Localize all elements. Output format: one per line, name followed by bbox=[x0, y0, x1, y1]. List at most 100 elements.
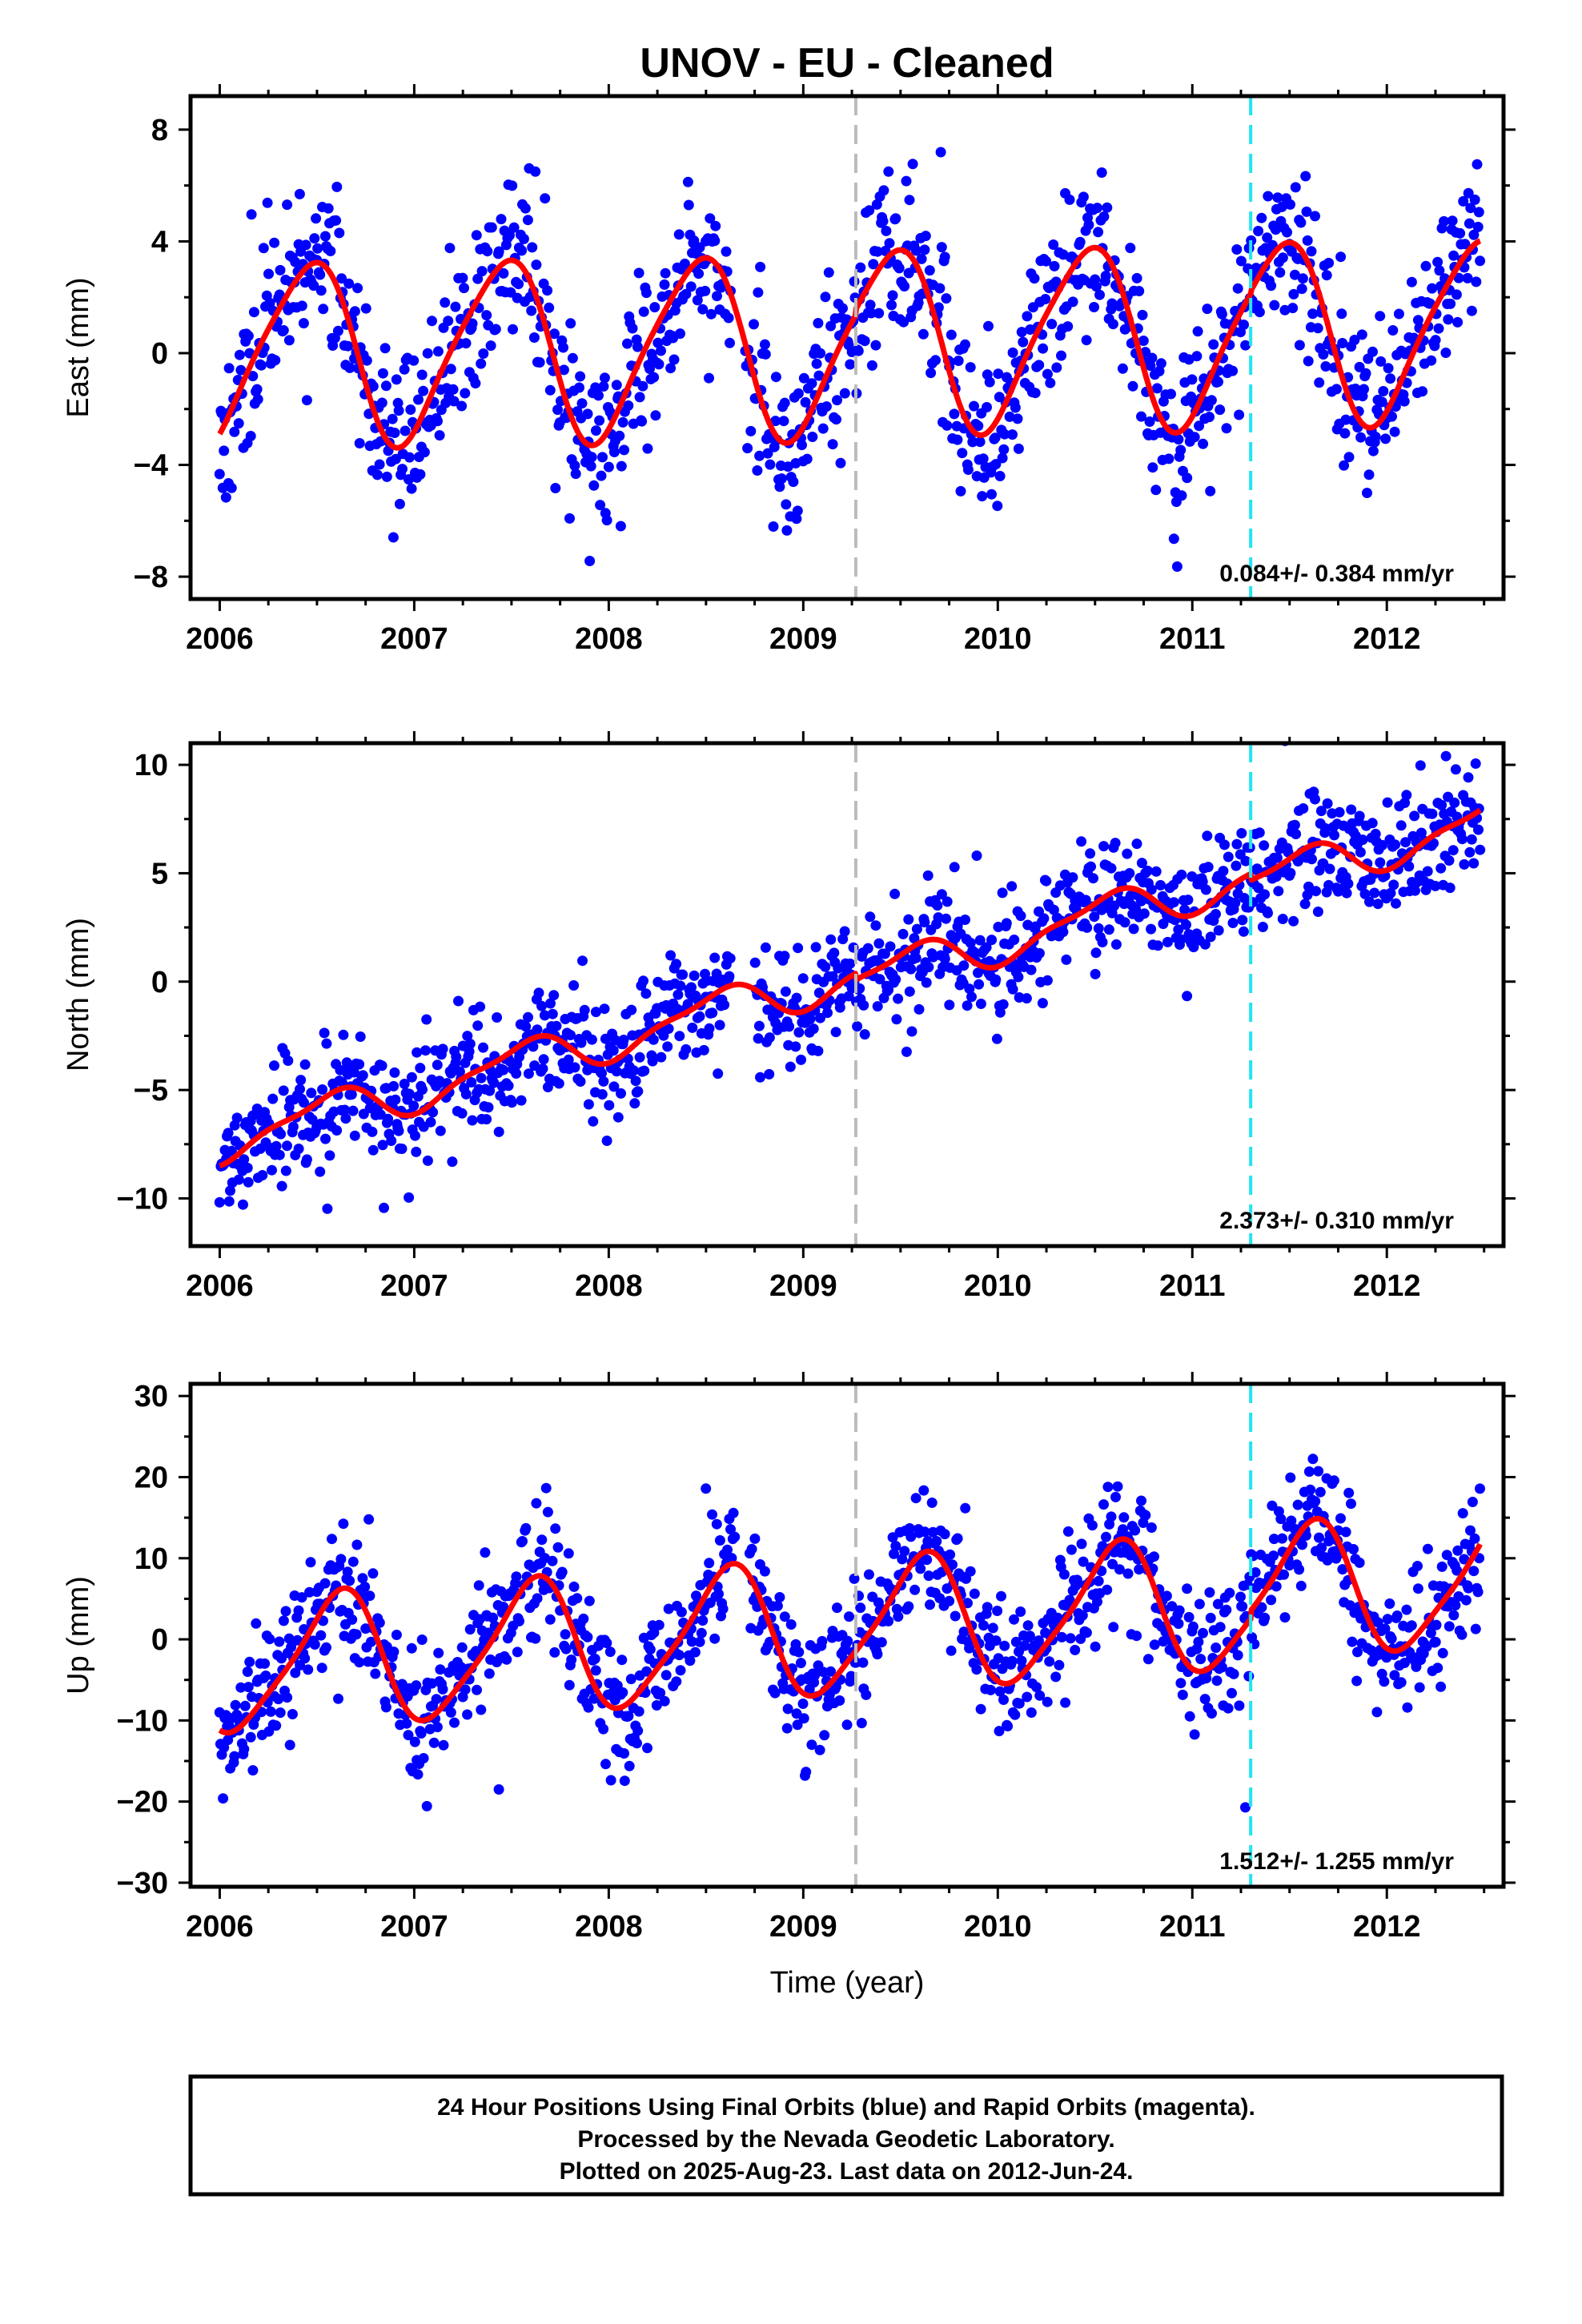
data-point bbox=[835, 457, 846, 468]
data-point bbox=[784, 1021, 795, 1032]
data-point bbox=[1277, 252, 1288, 263]
data-point bbox=[788, 476, 799, 488]
data-point bbox=[381, 471, 392, 482]
data-point bbox=[641, 1666, 652, 1677]
data-point bbox=[765, 459, 776, 470]
data-point bbox=[462, 1031, 473, 1042]
data-point bbox=[1205, 931, 1216, 943]
data-point bbox=[601, 515, 612, 526]
data-point bbox=[1124, 868, 1135, 879]
data-point bbox=[577, 955, 588, 967]
data-point bbox=[485, 340, 496, 352]
data-point bbox=[837, 303, 848, 314]
data-point bbox=[1314, 1532, 1324, 1543]
data-point bbox=[870, 920, 881, 931]
data-point bbox=[1417, 386, 1428, 397]
data-point bbox=[1208, 339, 1219, 350]
data-point bbox=[1045, 377, 1056, 388]
data-point bbox=[1451, 289, 1462, 300]
data-point bbox=[1464, 218, 1475, 229]
data-point bbox=[1179, 904, 1191, 915]
data-point bbox=[978, 1620, 989, 1631]
y-tick-label: 0 bbox=[151, 337, 168, 371]
data-point bbox=[671, 959, 682, 970]
data-point bbox=[601, 1136, 612, 1146]
y-tick-label: 10 bbox=[135, 749, 168, 782]
data-point bbox=[226, 482, 237, 493]
data-point bbox=[296, 300, 307, 312]
data-point bbox=[909, 1584, 921, 1595]
data-point bbox=[1227, 918, 1239, 928]
data-point bbox=[971, 1664, 982, 1675]
data-point bbox=[522, 215, 533, 226]
data-point bbox=[782, 1703, 793, 1715]
data-point bbox=[632, 341, 643, 352]
data-point bbox=[321, 1642, 331, 1653]
data-point bbox=[994, 1726, 1005, 1737]
data-point bbox=[1215, 404, 1226, 416]
data-point bbox=[1137, 309, 1148, 320]
data-point bbox=[558, 342, 568, 353]
data-point bbox=[1158, 919, 1169, 930]
data-point bbox=[387, 413, 398, 424]
data-point bbox=[1444, 883, 1456, 894]
data-point bbox=[549, 1647, 560, 1658]
data-point bbox=[344, 1575, 355, 1586]
data-point bbox=[233, 1174, 244, 1185]
y-tick-label: 30 bbox=[135, 1380, 168, 1413]
data-point bbox=[1459, 858, 1470, 870]
data-point bbox=[872, 246, 883, 257]
data-point bbox=[1448, 250, 1460, 261]
data-point bbox=[647, 1055, 658, 1067]
data-point bbox=[1110, 838, 1121, 849]
data-point bbox=[349, 1130, 360, 1141]
data-point bbox=[1259, 889, 1271, 900]
data-point bbox=[299, 1097, 309, 1108]
data-point bbox=[1380, 433, 1391, 444]
data-point bbox=[590, 1007, 601, 1018]
y-tick-label: −5 bbox=[134, 1074, 168, 1108]
data-point bbox=[907, 159, 918, 170]
data-point bbox=[781, 1723, 793, 1734]
data-point bbox=[755, 1072, 765, 1083]
data-point bbox=[779, 1611, 790, 1622]
data-point bbox=[1285, 1472, 1296, 1483]
data-point bbox=[283, 1055, 294, 1066]
data-point bbox=[1092, 1596, 1102, 1607]
data-point bbox=[899, 281, 910, 292]
data-point bbox=[347, 1614, 358, 1625]
data-point bbox=[389, 1067, 400, 1078]
data-point bbox=[343, 340, 354, 352]
data-point bbox=[936, 242, 947, 253]
data-point bbox=[460, 1684, 471, 1695]
data-point bbox=[790, 1041, 801, 1052]
data-point bbox=[293, 1605, 304, 1616]
data-point bbox=[528, 1041, 539, 1052]
data-point bbox=[1173, 1618, 1184, 1629]
data-point bbox=[807, 432, 818, 442]
data-point bbox=[1409, 810, 1420, 822]
data-point bbox=[508, 222, 520, 233]
data-point bbox=[1238, 926, 1249, 937]
data-point bbox=[1007, 429, 1018, 440]
y-tick-label: −4 bbox=[134, 449, 168, 483]
data-point bbox=[820, 292, 831, 303]
data-point bbox=[633, 267, 644, 279]
data-point bbox=[866, 360, 877, 371]
data-point bbox=[793, 1647, 805, 1658]
data-point bbox=[584, 1595, 595, 1606]
data-point bbox=[536, 1000, 547, 1011]
data-point bbox=[233, 418, 244, 429]
model-curve bbox=[218, 807, 1483, 1169]
data-point bbox=[532, 1593, 543, 1604]
data-point bbox=[560, 1629, 571, 1640]
data-point bbox=[538, 1054, 549, 1065]
data-point bbox=[997, 452, 1008, 464]
data-point bbox=[1364, 896, 1375, 907]
data-point bbox=[696, 1627, 707, 1638]
data-point bbox=[749, 319, 759, 330]
data-point bbox=[598, 1076, 609, 1087]
data-point bbox=[327, 1534, 337, 1545]
data-point bbox=[752, 465, 763, 476]
